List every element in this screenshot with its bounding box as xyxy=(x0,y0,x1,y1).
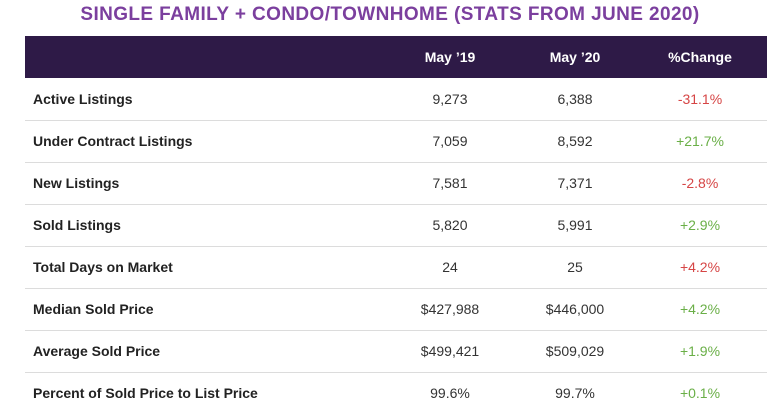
column-header-change: %Change xyxy=(668,49,732,65)
value-change: +2.9% xyxy=(679,217,721,233)
row-label: Under Contract Listings xyxy=(33,133,193,149)
value-change: +4.2% xyxy=(679,259,721,275)
value-may-19: 5,820 xyxy=(432,217,468,233)
value-may-19: 24 xyxy=(442,259,458,275)
value-may-19: 99.6% xyxy=(430,385,470,401)
row-label: Total Days on Market xyxy=(33,259,173,275)
table-header: May ’19 May ’20 %Change xyxy=(25,36,767,78)
column-header-may-19: May ’19 xyxy=(424,49,476,65)
value-change: +0.1% xyxy=(679,385,721,401)
table-row: Percent of Sold Price to List Price 99.6… xyxy=(25,372,767,414)
value-may-19: 7,059 xyxy=(432,133,468,149)
row-label: Active Listings xyxy=(33,91,133,107)
row-label: Percent of Sold Price to List Price xyxy=(33,385,258,401)
page-title: SINGLE FAMILY + CONDO/TOWNHOME (STATS FR… xyxy=(80,4,700,25)
value-may-20: 8,592 xyxy=(557,133,593,149)
value-may-20: $446,000 xyxy=(545,301,605,317)
value-may-19: 7,581 xyxy=(432,175,468,191)
value-may-19: $499,421 xyxy=(420,343,480,359)
value-change: -31.1% xyxy=(677,91,723,107)
value-may-20: 5,991 xyxy=(557,217,593,233)
row-label: New Listings xyxy=(33,175,120,191)
value-may-20: 25 xyxy=(567,259,583,275)
column-header-may-20: May ’20 xyxy=(549,49,601,65)
value-change: +4.2% xyxy=(679,301,721,317)
value-may-20: 6,388 xyxy=(557,91,593,107)
table-row: New Listings 7,581 7,371 -2.8% xyxy=(25,162,767,205)
table-row: Sold Listings 5,820 5,991 +2.9% xyxy=(25,204,767,247)
value-may-19: 9,273 xyxy=(432,91,468,107)
value-change: -2.8% xyxy=(681,175,719,191)
table-row: Median Sold Price $427,988 $446,000 +4.2… xyxy=(25,288,767,331)
value-may-20: 99.7% xyxy=(555,385,595,401)
value-may-20: $509,029 xyxy=(545,343,605,359)
table-row: Active Listings 9,273 6,388 -31.1% xyxy=(25,78,767,121)
value-may-19: $427,988 xyxy=(420,301,480,317)
table-row: Total Days on Market 24 25 +4.2% xyxy=(25,246,767,289)
row-label: Average Sold Price xyxy=(33,343,161,359)
row-label: Sold Listings xyxy=(33,217,121,233)
value-change: +21.7% xyxy=(676,133,724,149)
value-change: +1.9% xyxy=(679,343,721,359)
table-row: Under Contract Listings 7,059 8,592 +21.… xyxy=(25,120,767,163)
value-may-20: 7,371 xyxy=(557,175,593,191)
table-row: Average Sold Price $499,421 $509,029 +1.… xyxy=(25,330,767,373)
row-label: Median Sold Price xyxy=(33,301,154,317)
